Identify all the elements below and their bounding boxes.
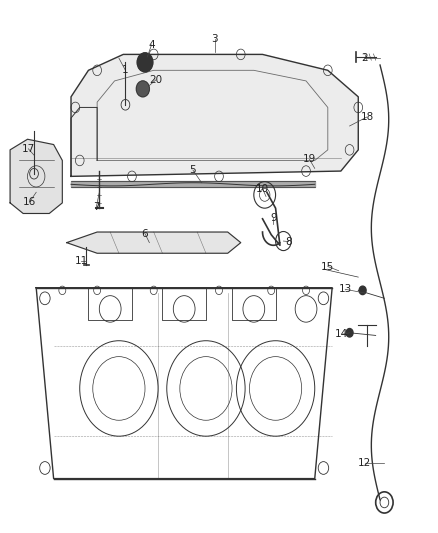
Text: 14: 14 [335, 329, 348, 340]
Polygon shape [10, 139, 62, 214]
Text: 10: 10 [256, 183, 269, 193]
Polygon shape [67, 232, 241, 253]
Circle shape [137, 53, 153, 72]
Text: 16: 16 [23, 197, 36, 207]
Text: 19: 19 [303, 155, 316, 164]
Text: 15: 15 [321, 262, 335, 271]
Text: 4: 4 [148, 40, 155, 50]
Text: 17: 17 [22, 144, 35, 154]
Circle shape [136, 81, 149, 97]
Text: 9: 9 [270, 213, 277, 223]
Polygon shape [71, 54, 358, 176]
Text: 7: 7 [93, 202, 99, 212]
Polygon shape [71, 181, 315, 188]
Circle shape [359, 286, 366, 295]
Text: 1: 1 [122, 66, 129, 75]
Text: 11: 11 [74, 256, 88, 266]
Text: 3: 3 [212, 34, 218, 44]
Text: 5: 5 [190, 165, 196, 175]
Text: 12: 12 [358, 458, 371, 467]
Circle shape [346, 328, 353, 337]
Text: 6: 6 [142, 229, 148, 239]
Text: 20: 20 [149, 75, 162, 85]
Text: 13: 13 [339, 284, 352, 294]
Text: 8: 8 [285, 237, 292, 247]
Text: 2: 2 [361, 53, 368, 63]
Text: 18: 18 [360, 112, 374, 122]
